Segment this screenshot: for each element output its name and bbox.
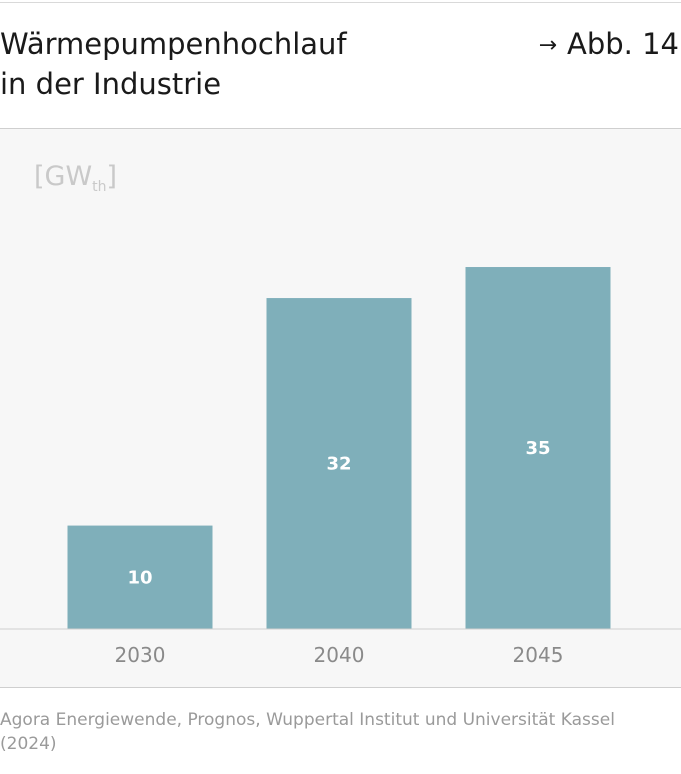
unit-subscript: th [92,179,107,195]
bar-chart: 10 32 35 2030 2040 2045 [0,267,681,667]
bar-2030 [67,525,213,629]
arrow-right-icon: → [538,33,557,58]
figure-reference-label: Abb. 14 [567,27,679,61]
data-label-2030: 10 [127,567,152,588]
chart-title-line-1: Wärmepumpenhochlauf [0,27,347,61]
chart-title-line-2: in der Industrie [0,67,222,101]
unit-open-bracket: [ [34,161,45,192]
bar-2040 [266,298,412,629]
bar-group [67,267,611,629]
figure-reference[interactable]: → Abb. 14 [539,24,679,66]
x-tick-label-2040: 2040 [314,643,365,667]
chart-title: Wärmepumpenhochlauf in der Industrie [0,24,470,104]
x-tick-label-2045: 2045 [513,643,564,667]
y-axis-unit-label: [GWth] [34,160,117,204]
unit-close-bracket: ] [106,161,118,192]
top-rule [0,2,681,3]
bar-2045 [465,267,611,629]
unit-main: GW [44,161,93,192]
x-tick-label-2030: 2030 [115,643,166,667]
data-label-2040: 32 [326,454,351,475]
data-label-2045: 35 [525,438,550,459]
data-label-group: 10 32 35 [127,438,550,588]
x-tick-label-group: 2030 2040 2045 [115,643,564,667]
source-note: Agora Energiewende, Prognos, Wuppertal I… [0,710,615,754]
